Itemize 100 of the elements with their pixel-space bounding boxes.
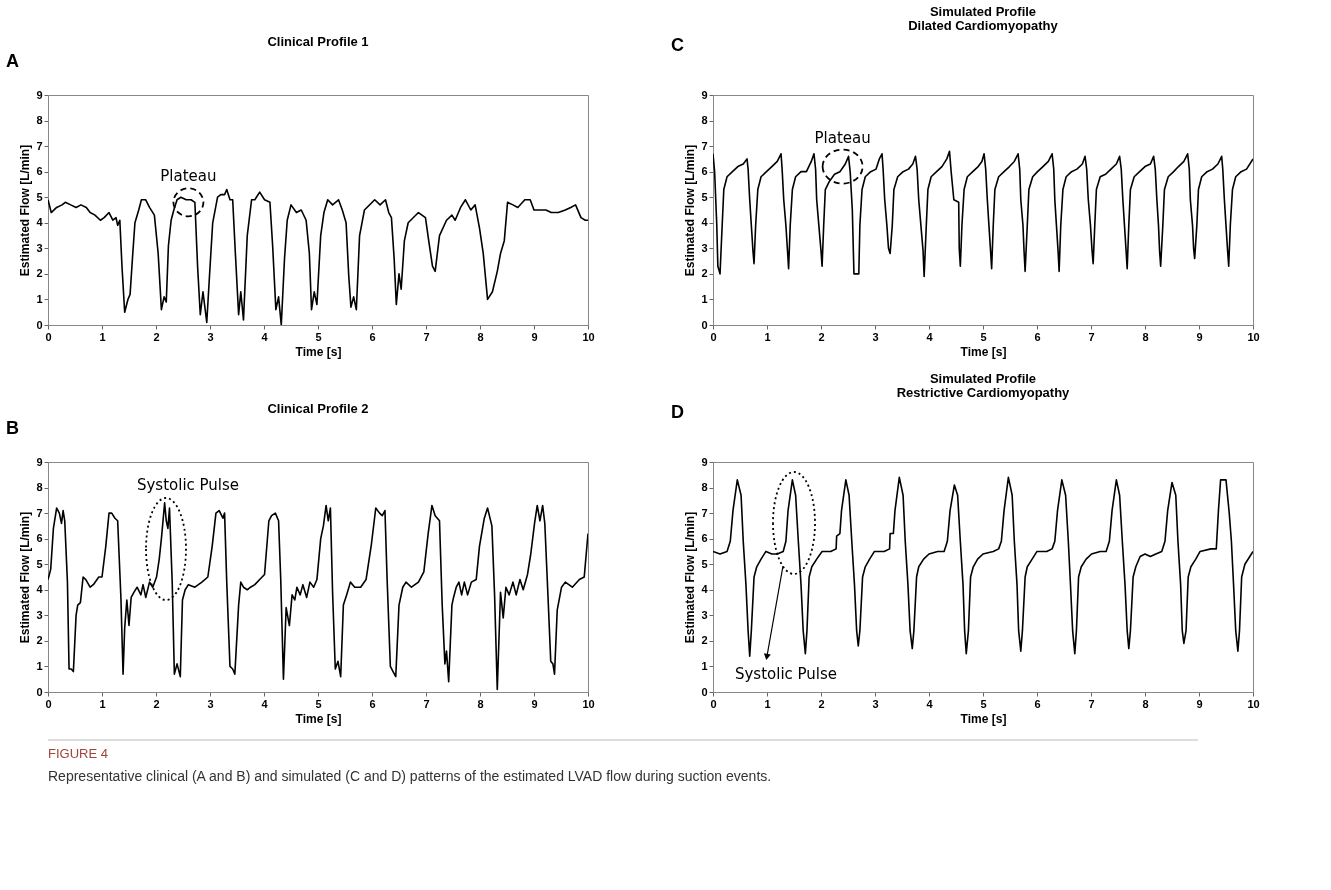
- y-tick-label: 7: [36, 139, 43, 152]
- y-tick-label: 0: [36, 685, 43, 698]
- x-tick-label: 6: [369, 697, 376, 710]
- annotation: Systolic Pulse: [734, 665, 838, 683]
- annotation: Plateau: [814, 128, 871, 147]
- y-tick-label: 6: [36, 165, 43, 178]
- text: D: [671, 402, 684, 422]
- annotation: Plateau: [160, 167, 217, 186]
- y-tick-label: 2: [36, 634, 43, 647]
- x-tick-label: 2: [153, 330, 160, 343]
- x-tick-label: 7: [1088, 330, 1095, 343]
- annotation: Systolic Pulse: [136, 476, 240, 494]
- y-tick-label: 4: [701, 216, 709, 229]
- x-tick-label: 9: [1196, 697, 1203, 710]
- y-tick-label: 2: [36, 267, 43, 280]
- y-tick-label: 9: [701, 455, 708, 468]
- x-tick-label: 0: [710, 330, 717, 343]
- x-tick-label: 4: [261, 330, 269, 343]
- y-tick-label: 2: [701, 634, 708, 647]
- x-tick-label: 3: [872, 697, 879, 710]
- y-tick-label: 6: [36, 532, 43, 545]
- x-tick-label: 10: [582, 697, 595, 710]
- x-tick-label: 5: [980, 697, 987, 710]
- y-tick-label: 1: [36, 659, 43, 672]
- y-tick-label: 3: [36, 608, 43, 621]
- y-tick-label: 0: [701, 318, 708, 331]
- x-tick-label: 0: [710, 697, 717, 710]
- x-tick-label: 10: [1247, 330, 1260, 343]
- y-tick-label: 8: [36, 481, 43, 494]
- y-tick-label: 0: [36, 318, 43, 331]
- y-axis-title: Estimated Flow [L/min]: [18, 511, 33, 644]
- y-tick-label: 6: [701, 532, 708, 545]
- x-tick-label: 8: [1142, 330, 1149, 343]
- caption: FIGURE 4: [48, 746, 108, 761]
- y-tick-label: 8: [701, 481, 708, 494]
- x-tick-label: 2: [818, 697, 825, 710]
- chart-subtitle: Restrictive Cardiomyopathy: [896, 385, 1071, 400]
- line-series: [713, 150, 1253, 278]
- y-tick-label: 7: [36, 506, 43, 519]
- x-tick-label: 6: [369, 330, 376, 343]
- y-tick-label: 9: [36, 88, 43, 101]
- x-tick-label: 9: [1196, 330, 1203, 343]
- x-tick-label: 0: [45, 330, 52, 343]
- x-tick-label: 3: [207, 330, 214, 343]
- x-tick-label: 0: [45, 697, 52, 710]
- text: B: [6, 418, 19, 438]
- y-tick-label: 1: [701, 659, 708, 672]
- y-tick-label: 8: [701, 114, 708, 127]
- x-tick-label: 1: [764, 697, 771, 710]
- x-tick-label: 8: [1142, 697, 1149, 710]
- x-tick-label: 3: [207, 697, 214, 710]
- x-tick-label: 4: [926, 330, 934, 343]
- chart-title: Simulated Profile: [929, 371, 1037, 386]
- chart-subtitle: Dilated Cardiomyopathy: [908, 18, 1059, 33]
- y-tick-label: 5: [701, 557, 708, 570]
- y-axis-title: Estimated Flow [L/min]: [683, 144, 698, 277]
- y-tick-label: 3: [36, 241, 43, 254]
- chart-title: Clinical Profile 2: [267, 401, 369, 416]
- x-tick-label: 6: [1034, 697, 1041, 710]
- y-axis-title: Estimated Flow [L/min]: [18, 144, 33, 277]
- y-tick-label: 7: [701, 139, 708, 152]
- x-tick-label: 7: [423, 697, 430, 710]
- x-tick-label: 8: [477, 697, 484, 710]
- x-tick-label: 9: [531, 697, 538, 710]
- x-tick-label: 4: [261, 697, 269, 710]
- x-axis-title: Time [s]: [295, 711, 342, 726]
- text: A: [6, 51, 19, 71]
- y-tick-label: 1: [701, 292, 708, 305]
- y-tick-label: 4: [701, 583, 709, 596]
- x-tick-label: 5: [980, 330, 987, 343]
- y-axis-title: Estimated Flow [L/min]: [683, 511, 698, 644]
- x-axis-title: Time [s]: [295, 344, 342, 359]
- y-tick-label: 3: [701, 241, 708, 254]
- x-tick-label: 4: [926, 697, 934, 710]
- y-tick-label: 9: [701, 88, 708, 101]
- x-tick-label: 8: [477, 330, 484, 343]
- chart-title: Clinical Profile 1: [267, 34, 369, 49]
- text: Representative clinical (A and B) and simulated (C and D) patterns of the estimated LVAD flow during suction events.: [48, 768, 772, 784]
- x-tick-label: 5: [315, 330, 322, 343]
- x-tick-label: 2: [153, 697, 160, 710]
- y-tick-label: 7: [701, 506, 708, 519]
- x-tick-label: 1: [99, 697, 106, 710]
- x-tick-label: 2: [818, 330, 825, 343]
- x-tick-label: 5: [315, 697, 322, 710]
- x-axis-title: Time [s]: [960, 344, 1007, 359]
- y-tick-label: 1: [36, 292, 43, 305]
- x-tick-label: 9: [531, 330, 538, 343]
- x-tick-label: 10: [582, 330, 595, 343]
- y-tick-label: 4: [36, 216, 44, 229]
- y-tick-label: 2: [701, 267, 708, 280]
- text: C: [671, 35, 684, 55]
- x-tick-label: 10: [1247, 697, 1260, 710]
- y-tick-label: 6: [701, 165, 708, 178]
- x-tick-label: 7: [1088, 697, 1095, 710]
- y-tick-label: 5: [36, 190, 43, 203]
- y-tick-label: 0: [701, 685, 708, 698]
- y-tick-label: 8: [36, 114, 43, 127]
- x-tick-label: 7: [423, 330, 430, 343]
- x-axis-title: Time [s]: [960, 711, 1007, 726]
- chart-title: Simulated Profile: [929, 4, 1037, 19]
